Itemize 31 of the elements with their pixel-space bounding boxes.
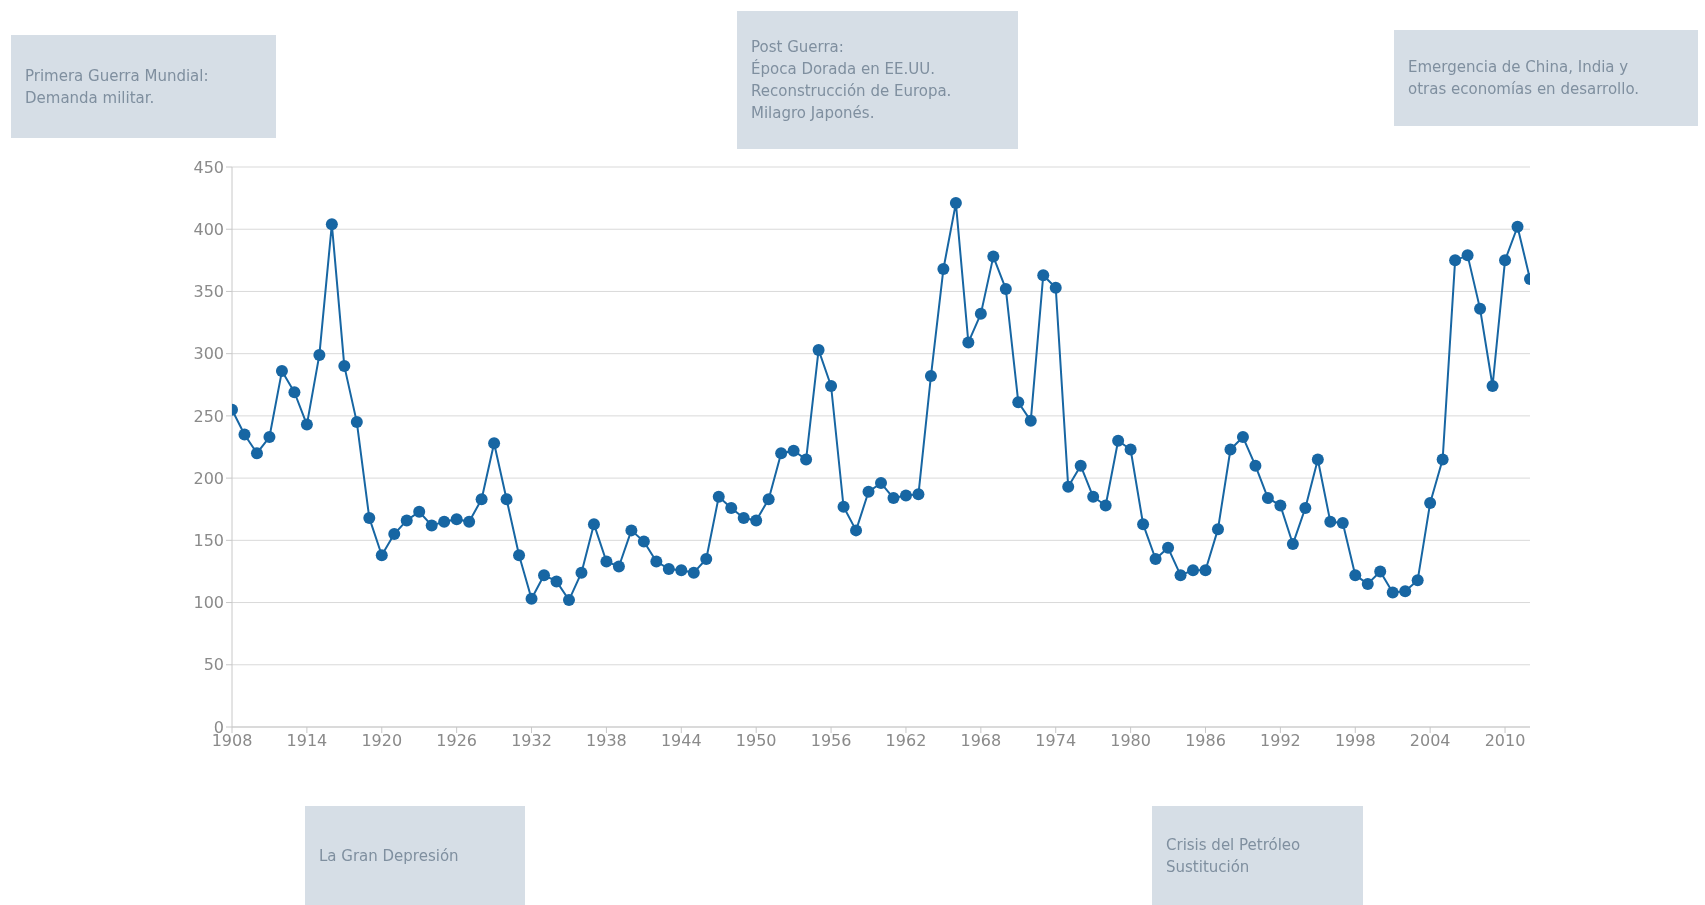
x-tick-label: 1962 [885, 731, 927, 751]
y-tick-label: 450 [193, 157, 224, 177]
text: Emergencia de China, India y otras economías en desarrollo. [1408, 57, 1640, 100]
x-tick-label: 1974 [1035, 731, 1077, 751]
x-tick-label: 2010 [1484, 731, 1526, 751]
x-tick-label: 1938 [586, 731, 627, 751]
text: Primera Guerra Mundial: Demanda militar. [25, 65, 209, 109]
text: La Gran Depresión [319, 845, 459, 867]
text: Crisis del Petróleo Sustitución [1166, 834, 1301, 878]
x-tick-label: 1992 [1260, 731, 1301, 751]
text: Post Guerra: Época Dorada en EE.UU. Reconstrucción de Europa. Milagro Japonés. [751, 37, 952, 124]
y-tick-label: 200 [193, 468, 224, 488]
y-tick-label: 300 [193, 344, 224, 364]
x-tick-label: 1986 [1185, 731, 1226, 751]
x-tick-label: 1956 [810, 731, 852, 751]
x-tick-label: 1926 [436, 731, 478, 751]
x-tick-label: 1950 [735, 731, 777, 751]
x-tick-label: 1914 [286, 731, 328, 751]
x-tick-label: 1944 [660, 731, 702, 751]
x-tick-label: 1968 [960, 731, 1002, 751]
x-tick-label: 1980 [1110, 731, 1151, 751]
y-tick-label: 250 [193, 406, 224, 426]
x-tick-label: 2004 [1409, 731, 1451, 751]
y-tick-label: 400 [193, 219, 224, 239]
y-tick-label: 350 [193, 282, 224, 302]
x-tick-label: 1998 [1334, 731, 1376, 751]
y-tick-label: 150 [193, 531, 224, 551]
x-tick-label: 1920 [361, 731, 403, 751]
y-tick-label: 100 [193, 593, 224, 613]
x-tick-label: 1932 [511, 731, 552, 751]
y-tick-label: 50 [203, 655, 224, 675]
